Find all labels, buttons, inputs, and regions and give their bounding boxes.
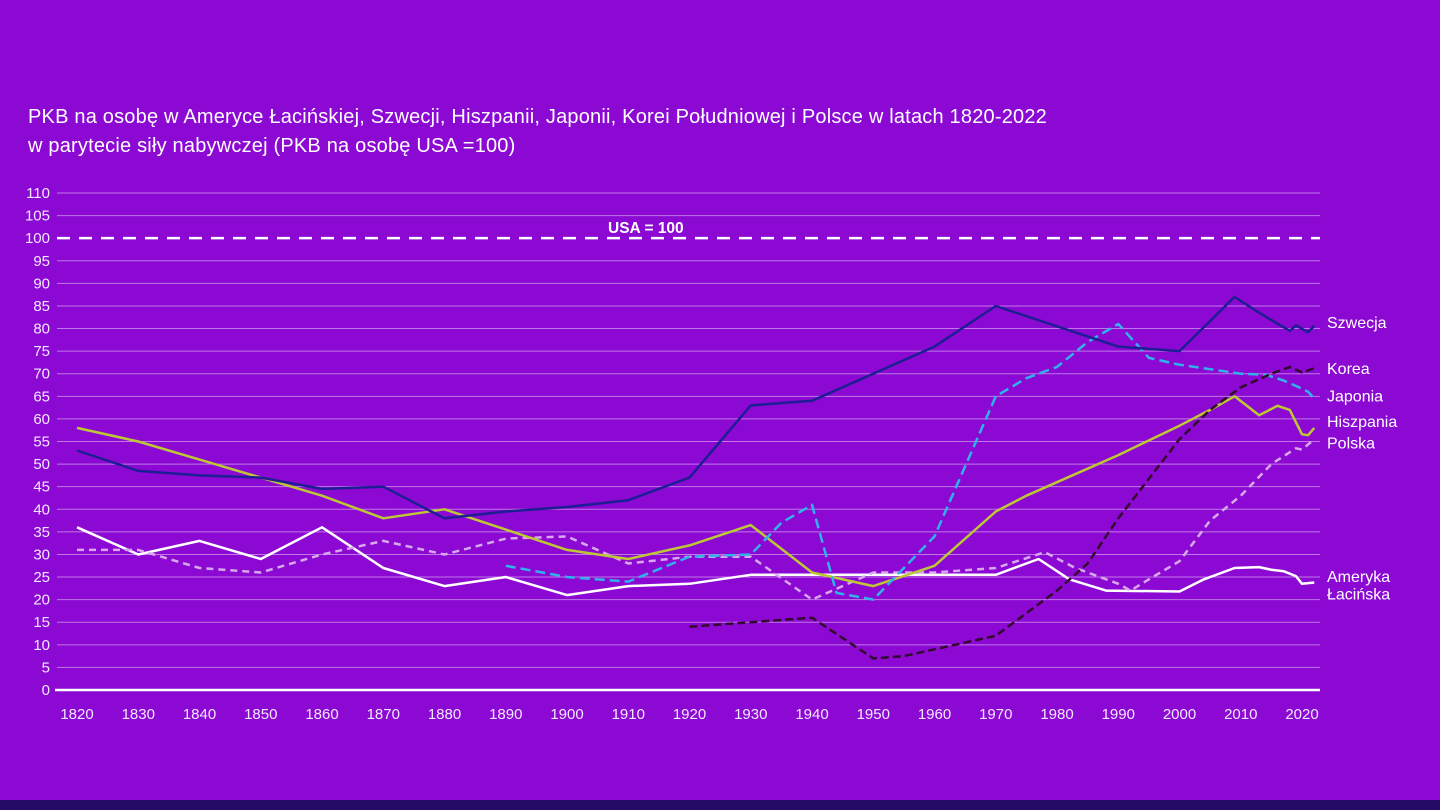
- y-tick-label-55: 55: [33, 434, 50, 451]
- bottom-accent-bar: [0, 800, 1440, 810]
- x-tick-label-2010: 2010: [1224, 706, 1257, 723]
- y-tick-label-25: 25: [33, 569, 50, 586]
- y-tick-label-105: 105: [25, 208, 50, 225]
- x-tick-label-1940: 1940: [795, 706, 828, 723]
- series-line-ameryka-lacinska: [76, 526, 1315, 597]
- series-line-hiszpania: [76, 395, 1316, 588]
- y-tick-label-15: 15: [33, 614, 50, 631]
- series-line-szwecja: [76, 295, 1316, 520]
- y-tick-label-45: 45: [33, 479, 50, 496]
- x-tick-label-1990: 1990: [1102, 706, 1135, 723]
- y-tick-label-10: 10: [33, 637, 50, 654]
- y-tick-label-110: 110: [26, 185, 50, 202]
- y-tick-label-40: 40: [33, 501, 50, 518]
- series-label-hiszpania: Hiszpania: [1327, 414, 1397, 431]
- x-tick-label-1930: 1930: [734, 706, 767, 723]
- x-tick-label-1850: 1850: [244, 706, 277, 723]
- x-tick-label-2020: 2020: [1285, 706, 1318, 723]
- x-tick-label-1970: 1970: [979, 706, 1012, 723]
- y-tick-label-20: 20: [33, 592, 50, 609]
- y-tick-label-90: 90: [33, 275, 50, 292]
- x-tick-label-1920: 1920: [673, 706, 706, 723]
- x-tick-label-1880: 1880: [428, 706, 461, 723]
- usa-reference-label: USA = 100: [608, 220, 684, 237]
- chart-title-line1: PKB na osobę w Ameryce Łacińskiej, Szwec…: [28, 106, 1047, 128]
- x-tick-label-1820: 1820: [60, 706, 93, 723]
- series-label-ameryka-lacinska-1: Ameryka: [1327, 569, 1390, 586]
- x-tick-label-1950: 1950: [857, 706, 890, 723]
- x-tick-label-2000: 2000: [1163, 706, 1196, 723]
- y-tick-label-70: 70: [33, 366, 50, 383]
- series-label-japonia: Japonia: [1327, 388, 1383, 405]
- series-label-polska: Polska: [1327, 435, 1375, 452]
- series-label-szwecja: Szwecja: [1327, 315, 1387, 332]
- y-tick-label-75: 75: [33, 343, 50, 360]
- y-tick-label-35: 35: [33, 524, 50, 541]
- x-tick-label-1890: 1890: [489, 706, 522, 723]
- chart-title-line2: w parytecie siły nabywczej (PKB na osobę…: [28, 135, 516, 157]
- x-tick-label-1840: 1840: [183, 706, 216, 723]
- y-tick-label-80: 80: [33, 321, 50, 338]
- y-tick-label-0: 0: [42, 682, 50, 699]
- series-label-ameryka-lacinska-2: Łacińska: [1327, 587, 1390, 604]
- x-tick-label-1860: 1860: [305, 706, 338, 723]
- x-tick-label-1870: 1870: [367, 706, 400, 723]
- x-tick-label-1900: 1900: [550, 706, 583, 723]
- y-tick-label-50: 50: [33, 456, 50, 473]
- y-tick-label-30: 30: [33, 546, 50, 563]
- x-tick-label-1960: 1960: [918, 706, 951, 723]
- y-tick-label-65: 65: [33, 388, 50, 405]
- y-tick-label-95: 95: [33, 253, 50, 270]
- x-tick-label-1910: 1910: [612, 706, 645, 723]
- y-tick-label-85: 85: [33, 298, 50, 315]
- x-tick-label-1980: 1980: [1040, 706, 1073, 723]
- x-tick-label-1830: 1830: [122, 706, 155, 723]
- y-tick-label-5: 5: [42, 659, 50, 676]
- chart-title: PKB na osobę w Ameryce Łacińskiej, Szwec…: [28, 103, 1047, 161]
- series-line-korea: [689, 365, 1315, 660]
- series-line-polska: [77, 438, 1316, 601]
- y-tick-label-60: 60: [33, 411, 50, 428]
- series-label-korea: Korea: [1327, 361, 1370, 378]
- y-tick-label-100: 100: [25, 230, 50, 247]
